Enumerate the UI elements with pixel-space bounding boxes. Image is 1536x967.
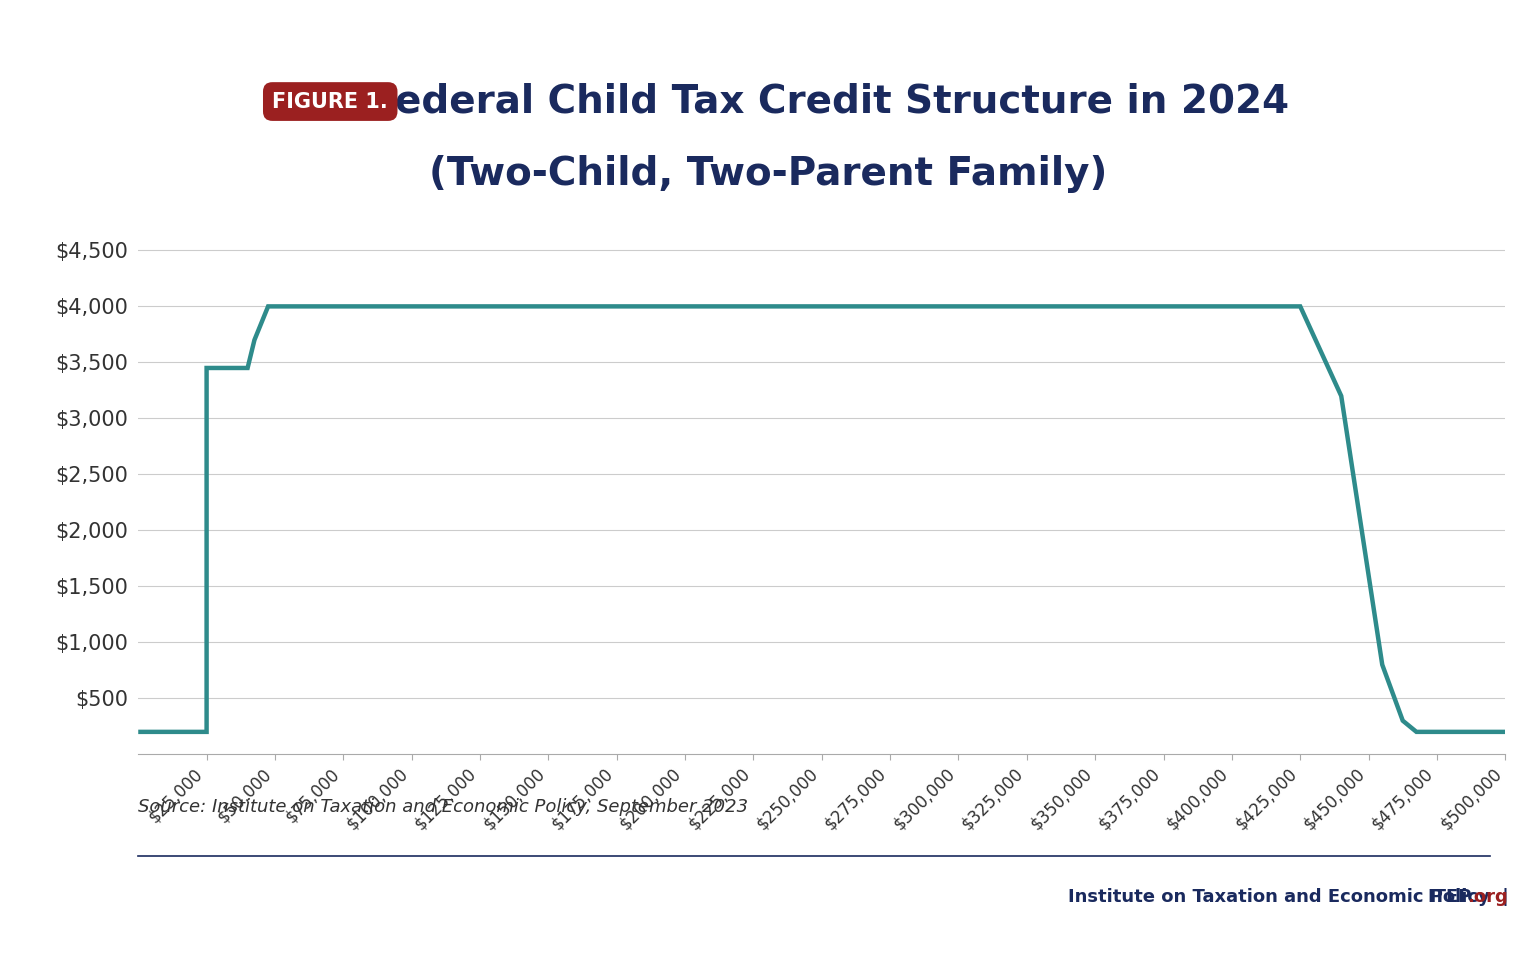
Text: FIGURE 1.: FIGURE 1. [272, 92, 389, 111]
Text: .org: .org [1467, 889, 1508, 906]
Text: Source: Institute on Taxation and Economic Policy, September 2023: Source: Institute on Taxation and Econom… [138, 799, 748, 816]
Text: (Two-Child, Two-Parent Family): (Two-Child, Two-Parent Family) [429, 155, 1107, 193]
Text: Institute on Taxation and Economic Policy  |: Institute on Taxation and Economic Polic… [1068, 889, 1521, 906]
Text: Federal Child Tax Credit Structure in 2024: Federal Child Tax Credit Structure in 20… [370, 82, 1289, 121]
Text: ITEP: ITEP [1427, 889, 1471, 906]
